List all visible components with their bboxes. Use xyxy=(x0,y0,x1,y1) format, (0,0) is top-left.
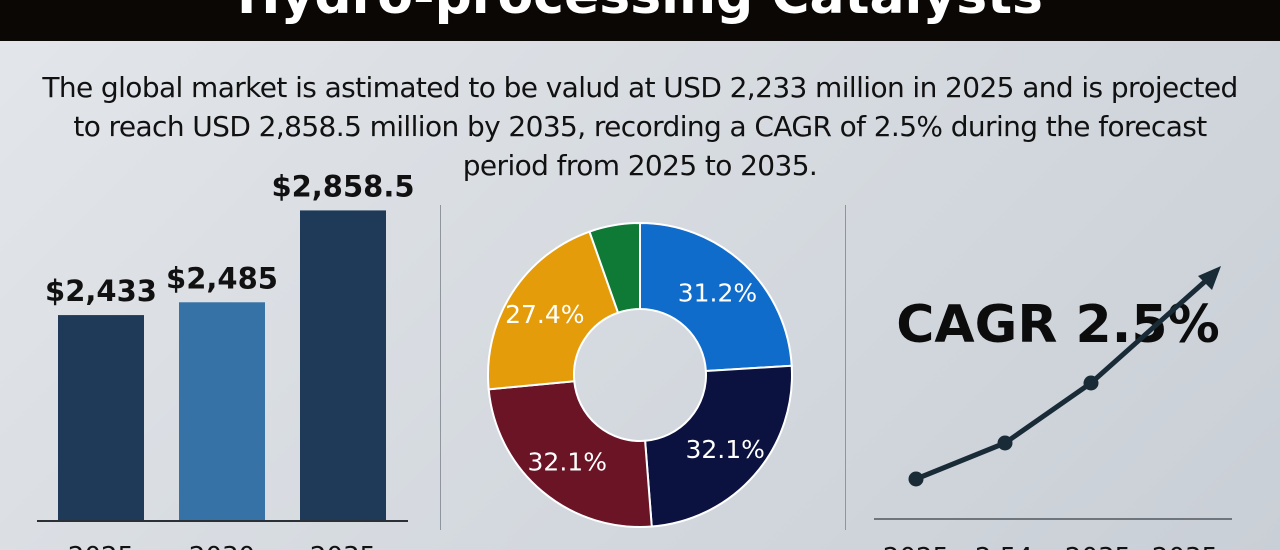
pie-slice-label: 27.4% xyxy=(505,300,584,329)
pie-slice xyxy=(644,364,793,528)
bar xyxy=(58,315,144,520)
pie-slice-label: 32.1% xyxy=(686,435,765,464)
pie-slice xyxy=(487,230,620,391)
pie-slice xyxy=(639,221,793,373)
pie-slice xyxy=(588,221,641,315)
x-tick-label: 2035 xyxy=(310,542,376,550)
divider xyxy=(845,205,846,530)
intro-text: The global market is astimated to be val… xyxy=(42,71,1238,182)
data-point xyxy=(908,471,924,487)
pie-slice-label: 31.2% xyxy=(678,279,757,308)
x-tick-label: 2030 xyxy=(189,542,255,550)
arrow-head xyxy=(1198,266,1221,290)
pie-slice-label: 32.1% xyxy=(528,447,607,476)
cagr-annotation: CAGR 2.5% xyxy=(896,295,1219,355)
x-tick-label: 2025 xyxy=(68,542,134,550)
page-title: Hydro-processing Catalysts xyxy=(0,0,1280,26)
header: Hydro-processing Catalysts xyxy=(0,0,1280,41)
trend-line xyxy=(915,275,1212,482)
x-tick-label: 2.54 xyxy=(975,543,1033,550)
data-point xyxy=(1083,375,1099,391)
bar-data-label: $2,485 xyxy=(166,261,278,295)
bar xyxy=(300,210,386,520)
bar xyxy=(179,302,265,520)
bar-data-label: $2,433 xyxy=(45,274,157,308)
pie-slice xyxy=(487,380,653,528)
x-tick-label: 2035 xyxy=(1065,543,1131,550)
divider xyxy=(440,205,441,530)
x-tick-label: 2025 xyxy=(883,543,949,550)
x-tick-label: 2035 xyxy=(1152,543,1218,550)
data-point xyxy=(997,435,1013,451)
bar-data-label: $2,858.5 xyxy=(271,169,414,203)
